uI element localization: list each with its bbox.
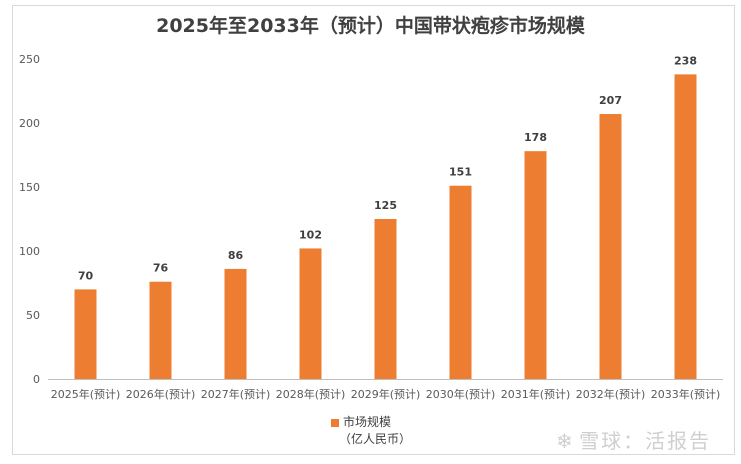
bar (449, 185, 472, 379)
bar (599, 114, 622, 379)
y-tick-label: 50 (26, 309, 40, 322)
bar (674, 74, 697, 380)
x-tick-label: 2032年(预计) (576, 387, 646, 401)
legend-series-name: 市场规模 (343, 415, 392, 429)
bar (149, 281, 172, 379)
snowball-logo-icon: ❄ (556, 429, 573, 453)
x-tick-label: 2030年(预计) (426, 387, 496, 401)
y-tick-label: 200 (19, 117, 40, 130)
bars-layer (74, 74, 697, 380)
data-label: 102 (299, 228, 322, 241)
data-label: 207 (599, 94, 622, 107)
y-tick-label: 0 (33, 373, 40, 386)
data-label: 178 (524, 131, 547, 144)
bar (299, 248, 322, 379)
data-label: 125 (374, 199, 397, 212)
legend-unit: （亿人民币） (339, 432, 412, 446)
data-label: 86 (228, 249, 244, 262)
data-label: 151 (449, 166, 472, 179)
data-label: 76 (153, 262, 169, 275)
chart-title: 2025年至2033年（预计）中国带状疱疹市场规模 (156, 15, 585, 37)
x-tick-label: 2026年(预计) (126, 387, 196, 401)
bar (74, 289, 97, 379)
data-label: 70 (78, 269, 94, 282)
x-tick-label: 2029年(预计) (351, 387, 421, 401)
y-tick-label: 150 (19, 181, 40, 194)
bar (374, 219, 397, 379)
x-tick-label: 2027年(预计) (201, 387, 271, 401)
watermark-text: 雪球：活报告 (579, 429, 712, 453)
y-tick-label: 250 (19, 53, 40, 66)
watermark: ❄ 雪球：活报告 (556, 425, 711, 454)
legend-swatch (331, 419, 339, 427)
data-label: 238 (674, 54, 697, 67)
x-tick-label: 2033年(预计) (651, 387, 721, 401)
bar (224, 268, 247, 379)
data-labels-layer: 70 76 86 102 125 151 178 207 238 (78, 54, 697, 282)
bar (524, 151, 547, 379)
x-tick-label: 2028年(预计) (276, 387, 346, 401)
x-tick-label: 2025年(预计) (51, 387, 121, 401)
y-tick-label: 100 (19, 245, 40, 258)
x-tick-label: 2031年(预计) (501, 387, 571, 401)
axis-layer: 0 50 100 150 200 250 2025年(预计) 2026年(预计) 2027年(预… (19, 53, 723, 401)
